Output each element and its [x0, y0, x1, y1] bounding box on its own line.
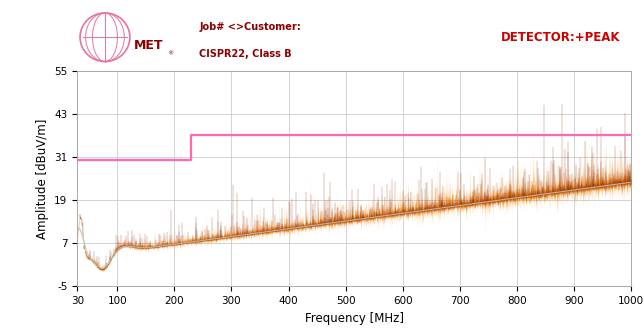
- Text: MET: MET: [135, 38, 164, 52]
- Text: CISPR22, Class B: CISPR22, Class B: [199, 49, 292, 60]
- Text: Job# <>Customer:: Job# <>Customer:: [199, 22, 301, 32]
- Y-axis label: Amplitude [dBuV/m]: Amplitude [dBuV/m]: [36, 118, 49, 239]
- Text: DETECTOR:+PEAK: DETECTOR:+PEAK: [500, 31, 620, 44]
- Text: ®: ®: [167, 51, 174, 56]
- X-axis label: Frequency [MHz]: Frequency [MHz]: [305, 312, 404, 324]
